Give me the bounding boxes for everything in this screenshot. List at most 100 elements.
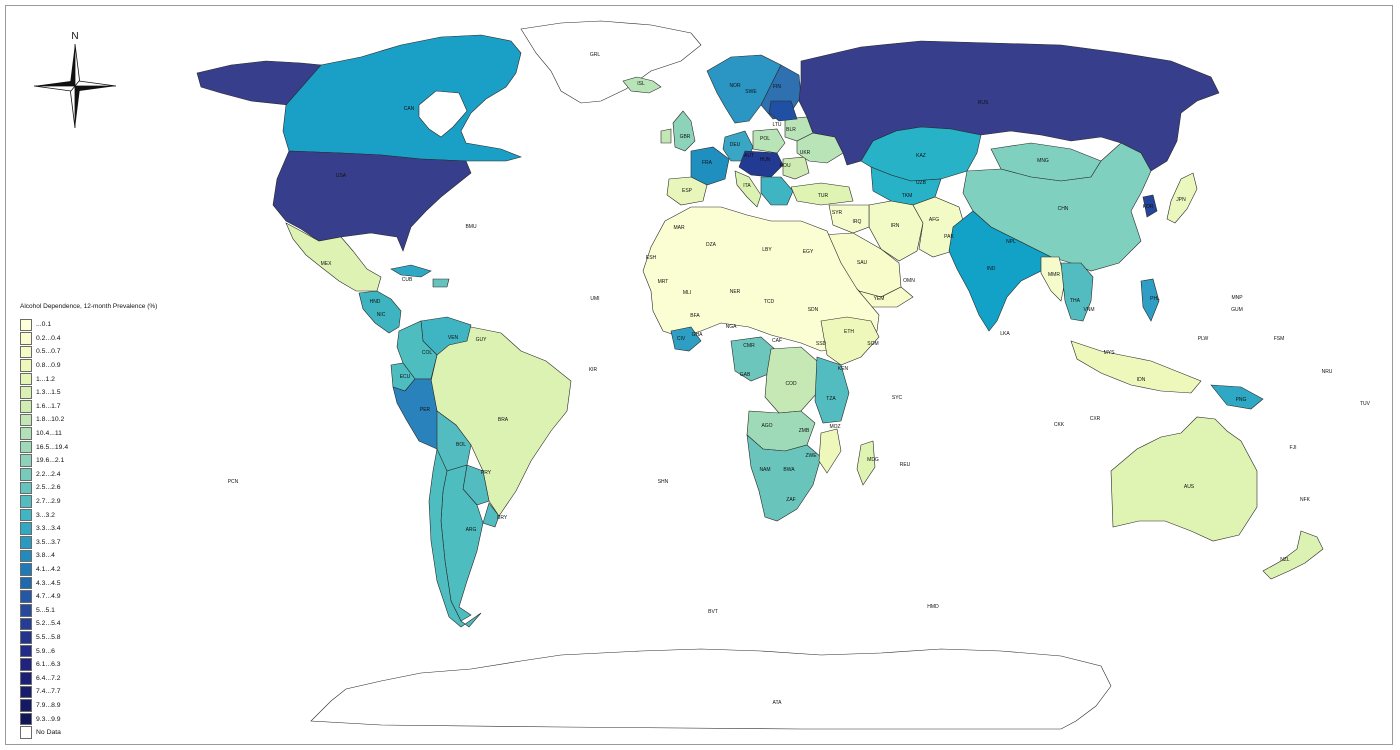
legend-item: 1.8...10.2 bbox=[20, 413, 157, 427]
country-HTI-DOM[interactable] bbox=[432, 278, 450, 288]
label-CHN: CHN bbox=[1058, 206, 1069, 212]
legend-label: 7.4...7.7 bbox=[36, 688, 61, 696]
legend-label: 19.6...2.1 bbox=[36, 457, 65, 465]
label-ISL: ISL bbox=[637, 81, 645, 87]
country-TUR[interactable] bbox=[790, 182, 854, 206]
legend-item: 1.6...1.7 bbox=[20, 400, 157, 414]
label-BFA: BFA bbox=[690, 313, 700, 319]
label-IDN: IDN bbox=[1137, 377, 1146, 383]
legend-swatch bbox=[20, 603, 32, 617]
label-IRQ: IRQ bbox=[853, 219, 862, 225]
country-MDG[interactable] bbox=[856, 440, 876, 486]
country-GRL[interactable] bbox=[520, 20, 702, 104]
label-TUR: TUR bbox=[818, 193, 829, 199]
label-UZB: UZB bbox=[916, 180, 927, 186]
country-IRQ-SYR[interactable] bbox=[828, 204, 870, 234]
country-MEX[interactable] bbox=[285, 222, 382, 292]
country-GBR[interactable] bbox=[672, 110, 696, 152]
country-USA[interactable] bbox=[272, 150, 472, 252]
country-ISL[interactable] bbox=[622, 76, 662, 94]
country-MOZ[interactable] bbox=[818, 428, 842, 474]
legend-label: 6.4...7.2 bbox=[36, 674, 61, 682]
country-BALTICS[interactable] bbox=[768, 100, 798, 122]
legend-label: 0.2...0.4 bbox=[36, 334, 61, 342]
legend-swatch bbox=[20, 644, 32, 658]
country-ROU[interactable] bbox=[782, 156, 810, 180]
legend-item: 10.4...11 bbox=[20, 427, 157, 441]
label-BWA: BWA bbox=[783, 467, 795, 473]
country-BALKANS[interactable] bbox=[760, 176, 794, 206]
country-ETH-SOM[interactable] bbox=[820, 316, 880, 366]
country-MMR[interactable] bbox=[1040, 256, 1066, 302]
label-CMR: CMR bbox=[743, 343, 755, 349]
country-ITA[interactable] bbox=[734, 170, 762, 208]
country-RUS[interactable] bbox=[798, 40, 1220, 172]
legend-swatch bbox=[20, 712, 32, 726]
country-IRN[interactable] bbox=[868, 200, 924, 262]
country-AUS[interactable] bbox=[1110, 416, 1258, 542]
legend-label: 4.7...4.9 bbox=[36, 593, 61, 601]
country-JPN[interactable] bbox=[1166, 172, 1198, 224]
label-ARG: ARG bbox=[466, 527, 477, 533]
label-AFG: AFG bbox=[929, 217, 939, 223]
label-AUS: AUS bbox=[1184, 484, 1195, 490]
label-IRN: IRN bbox=[891, 223, 900, 229]
label-LKA: LKA bbox=[1000, 331, 1010, 337]
legend-swatch bbox=[20, 372, 32, 386]
label-ROU: ROU bbox=[779, 163, 791, 169]
legend-item: 7.9...8.9 bbox=[20, 699, 157, 713]
label-MMR: MMR bbox=[1048, 272, 1060, 278]
legend-swatch bbox=[20, 536, 32, 549]
country-IRL[interactable] bbox=[660, 128, 672, 144]
legend-label: 16.5...19.4 bbox=[36, 443, 69, 451]
country-SOUTHERN-AFRICA[interactable] bbox=[746, 434, 822, 522]
label-KOR: KOR bbox=[1143, 204, 1154, 210]
label-CUB: CUB bbox=[402, 277, 413, 283]
label-AGO: AGO bbox=[761, 423, 772, 429]
legend-swatch bbox=[20, 468, 32, 481]
country-URY[interactable] bbox=[482, 502, 500, 528]
country-IND[interactable] bbox=[948, 210, 1052, 332]
label-ECU: ECU bbox=[400, 374, 411, 380]
legend-swatch bbox=[20, 400, 32, 413]
country-KEN-TZA[interactable] bbox=[814, 356, 850, 424]
legend-swatch bbox=[20, 685, 32, 699]
country-GTM-HND-NIC[interactable] bbox=[358, 290, 402, 334]
label-LBY: LBY bbox=[762, 247, 772, 253]
legend-item: 3.5...3.7 bbox=[20, 536, 157, 550]
country-IDN-MYS[interactable] bbox=[1070, 340, 1202, 394]
label-MEX: MEX bbox=[321, 261, 333, 267]
legend-label: 5.5...5.8 bbox=[36, 633, 61, 641]
label-NOR: NOR bbox=[729, 83, 741, 89]
country-PNG[interactable] bbox=[1210, 384, 1264, 410]
country-CUB[interactable] bbox=[390, 264, 432, 278]
country-labels: RUS CAN USA GRL MEX BRA ARG BOL PER COL … bbox=[228, 52, 1371, 706]
legend-label: 0.5...0.7 bbox=[36, 348, 61, 356]
country-POL[interactable] bbox=[752, 128, 786, 154]
country-PHL[interactable] bbox=[1140, 278, 1160, 322]
label-GAB: GAB bbox=[740, 372, 751, 378]
label-TCD: TCD bbox=[764, 299, 775, 305]
legend-item: 0.5...0.7 bbox=[20, 345, 157, 359]
country-WEST-AFRICA[interactable] bbox=[670, 326, 702, 352]
country-ESP[interactable] bbox=[666, 176, 708, 206]
country-THA-VNM[interactable] bbox=[1060, 262, 1094, 322]
label-NFK: NFK bbox=[1300, 497, 1311, 503]
country-KOR[interactable] bbox=[1142, 194, 1158, 218]
map-frame: RUS CAN USA GRL MEX BRA ARG BOL PER COL … bbox=[5, 5, 1393, 745]
legend-swatch bbox=[20, 699, 32, 712]
legend-swatch bbox=[20, 576, 32, 590]
compass-rose-icon: N bbox=[33, 31, 117, 129]
label-ESP: ESP bbox=[682, 188, 693, 194]
label-PCN: PCN bbox=[228, 479, 239, 485]
label-CIV: CIV bbox=[677, 336, 686, 342]
country-ATA[interactable] bbox=[310, 648, 1112, 730]
legend-swatch bbox=[20, 617, 32, 631]
label-URY: URY bbox=[497, 515, 508, 521]
label-NER: NER bbox=[730, 289, 741, 295]
country-CHL[interactable] bbox=[428, 448, 482, 628]
country-NZL[interactable] bbox=[1262, 530, 1324, 580]
label-PHL: PHL bbox=[1150, 296, 1160, 302]
legend-item: 5.5...5.8 bbox=[20, 631, 157, 645]
legend-rows: ...0.1 0.2...0.4 0.5...0.7 0.8...0.9 1...1.2… bbox=[20, 318, 157, 739]
